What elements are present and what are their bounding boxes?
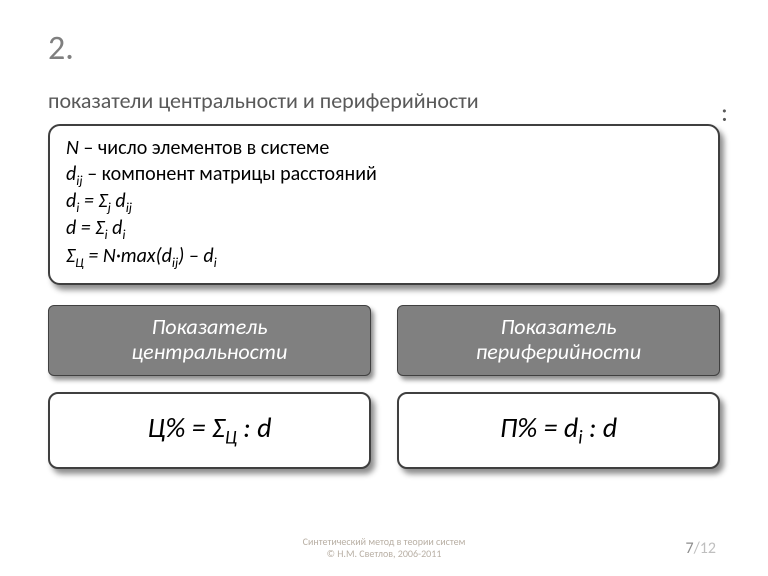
periphery-formula-box: П% = di : d <box>397 392 720 470</box>
def-N: N <box>66 136 79 160</box>
def-line-5: ΣЦ = N·max(dij) – di <box>66 244 702 271</box>
subtitle: показатели центральности и периферийност… <box>48 87 720 114</box>
periphery-label-box: Показатель периферийности <box>397 305 720 376</box>
def-dij-desc: – компонент матрицы расстояний <box>83 162 377 186</box>
centrality-label-l2: центральности <box>53 339 366 364</box>
page-current: 7 <box>685 539 693 558</box>
page-total: 12 <box>700 539 716 558</box>
centrality-formula-box: Ц% = ΣЦ : d <box>48 392 371 470</box>
footer: Синтетический метод в теории систем © Н.… <box>0 536 768 560</box>
labels-row: Показатель центральности Показатель пери… <box>48 305 720 376</box>
colon-mark: : <box>721 96 728 128</box>
def-line-3: di = Σj dij <box>66 189 702 216</box>
formulas-row: Ц% = ΣЦ : d П% = di : d <box>48 392 720 470</box>
footer-line-2: © Н.М. Светлов, 2006-2011 <box>0 548 768 560</box>
def-N-desc: – число элементов в системе <box>79 136 330 160</box>
periphery-label-l2: периферийности <box>402 339 715 364</box>
def-line-2: dij – компонент матрицы расстояний <box>66 162 702 189</box>
centrality-label-box: Показатель центральности <box>48 305 371 376</box>
slide: 2. : показатели центральности и перифери… <box>0 0 768 576</box>
definitions-box: N – число элементов в системе dij – комп… <box>48 124 720 285</box>
def-line-4: d = Σi di <box>66 216 702 243</box>
def-line-1: N – число элементов в системе <box>66 136 702 162</box>
section-number: 2. <box>48 28 720 69</box>
def-dij: dij <box>66 162 83 186</box>
page-number: 7/12 <box>685 539 716 558</box>
centrality-label-l1: Показатель <box>53 314 366 339</box>
periphery-label-l1: Показатель <box>402 314 715 339</box>
